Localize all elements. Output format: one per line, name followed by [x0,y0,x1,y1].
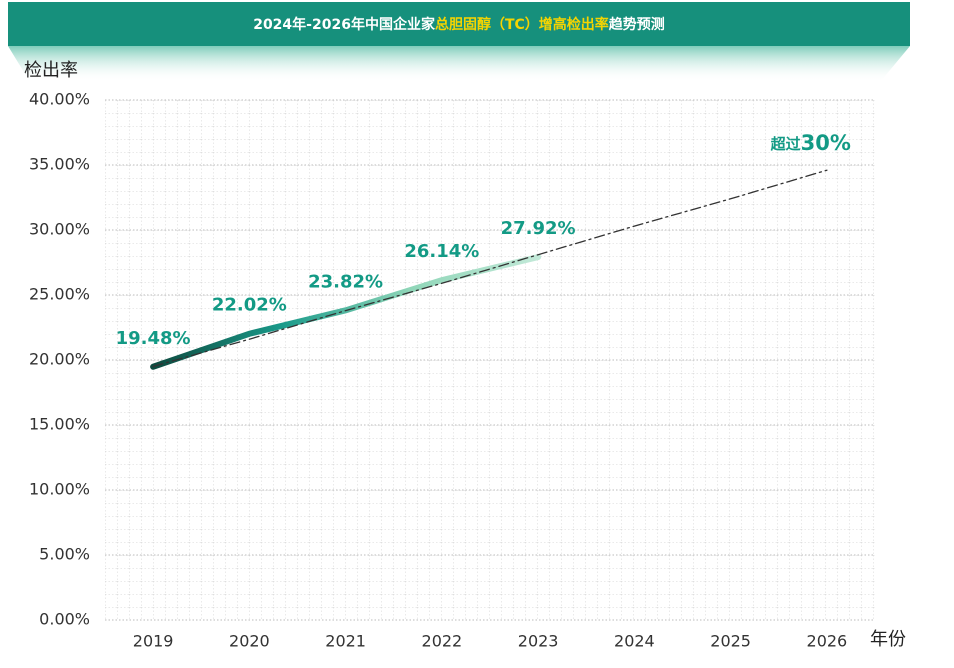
annotation-text: 超过30% [770,131,851,155]
annotation-prefix: 超过 [770,135,801,153]
data-label: 27.92% [501,218,576,239]
y-tick-label: 0.00% [39,610,90,629]
y-tick-label: 35.00% [29,155,90,174]
title-highlight: 总胆固醇（TC）增高检出率 [435,16,609,33]
y-tick-label: 10.00% [29,480,90,499]
x-tick-label: 2021 [325,632,366,651]
data-label: 19.48% [116,328,191,349]
y-tick-label: 30.00% [29,220,90,239]
y-axis-label: 检出率 [24,60,78,81]
y-tick-label: 15.00% [29,415,90,434]
banner-shadow [8,46,910,82]
x-tick-label: 2022 [422,632,463,651]
y-tick-label: 40.00% [29,90,90,109]
x-tick-label: 2024 [614,632,655,651]
x-tick-label: 2026 [807,632,848,651]
data-label: 26.14% [404,241,479,262]
data-line [152,169,828,368]
title-part: 趋势预测 [609,16,665,33]
annotation: 超过30% [770,131,851,155]
y-tick-label: 5.00% [39,545,90,564]
chart-title: 2024年-2026年中国企业家总胆固醇（TC）增高检出率趋势预测 [253,16,665,33]
y-tick-label: 20.00% [29,350,90,369]
x-tick-label: 2025 [710,632,751,651]
x-tick-label: 2019 [133,632,174,651]
data-label: 22.02% [212,295,287,316]
x-tick-label: 2020 [229,632,270,651]
x-axis-label: 年份 [870,629,906,650]
title-banner [8,2,910,46]
y-tick-label: 25.00% [29,285,90,304]
x-tick-label: 2023 [518,632,559,651]
annotation-emphasis: 30% [801,131,851,155]
title-part: 2024年-2026年中国企业家 [253,16,436,33]
data-label: 23.82% [308,271,383,292]
